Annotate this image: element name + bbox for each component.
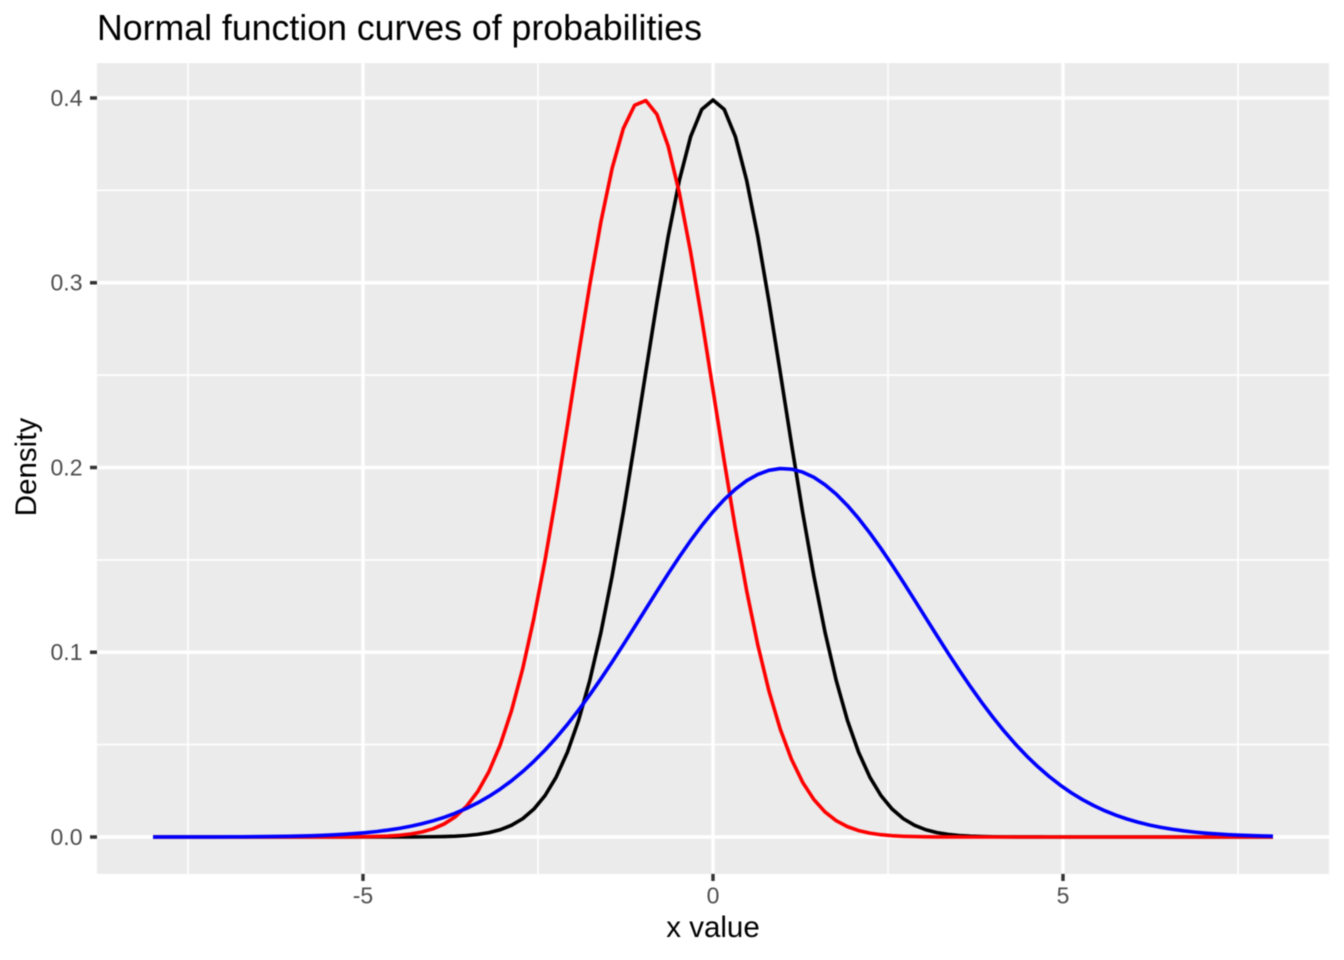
- svg-text:x value: x value: [666, 911, 759, 944]
- svg-text:0: 0: [707, 883, 720, 909]
- svg-text:0.0: 0.0: [51, 824, 83, 850]
- svg-text:5: 5: [1057, 883, 1070, 909]
- svg-text:0.2: 0.2: [51, 454, 83, 480]
- svg-text:0.3: 0.3: [51, 270, 83, 296]
- svg-text:0.1: 0.1: [51, 639, 83, 665]
- svg-text:0.4: 0.4: [51, 85, 83, 111]
- svg-text:-5: -5: [353, 883, 373, 909]
- svg-text:Density: Density: [10, 418, 43, 517]
- svg-text:Normal function curves of prob: Normal function curves of probabilities: [97, 8, 702, 48]
